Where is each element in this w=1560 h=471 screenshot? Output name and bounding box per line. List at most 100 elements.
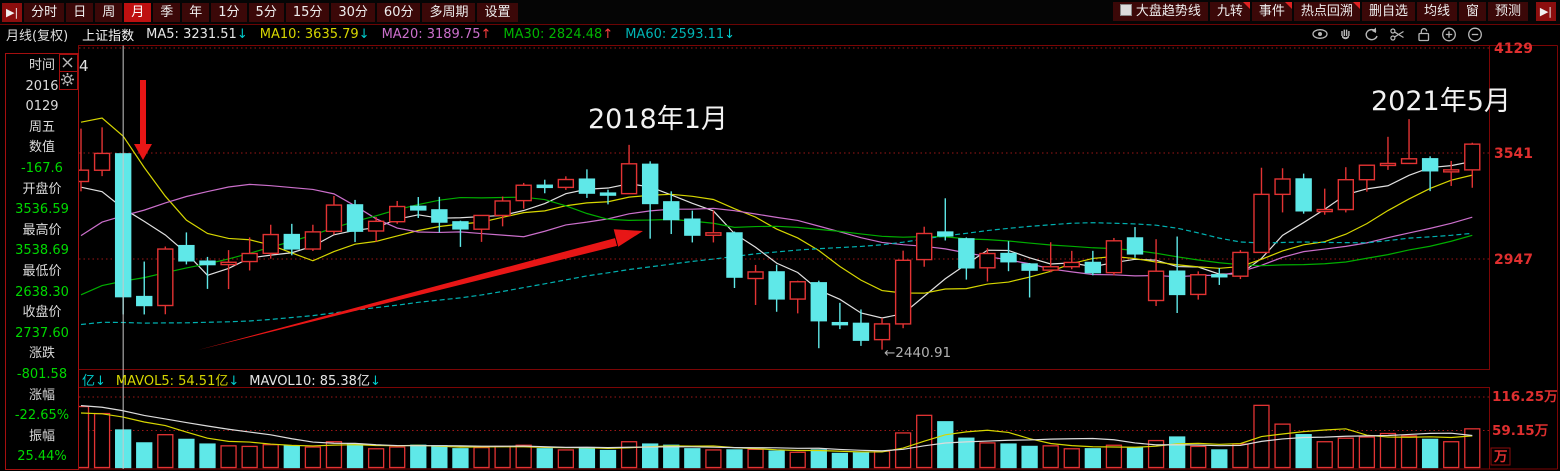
candle-2019-11[interactable]: [1084, 250, 1102, 276]
volbar-2021-01[interactable]: [1379, 432, 1397, 469]
candle-2016-05[interactable]: [199, 256, 216, 289]
volbar-2017-12[interactable]: [599, 449, 617, 469]
candle-2020-04[interactable]: [1190, 271, 1207, 300]
candle-2018-11[interactable]: [831, 302, 849, 330]
candle-2017-03[interactable]: [410, 197, 427, 218]
volbar-2019-08[interactable]: [1021, 445, 1038, 469]
undo-icon[interactable]: [1363, 27, 1380, 42]
candle-2020-12[interactable]: [1358, 164, 1376, 192]
toolbar-tool-均线[interactable]: 均线: [1416, 2, 1457, 21]
candle-2017-06[interactable]: [473, 214, 490, 242]
volbar-2017-03[interactable]: [410, 444, 427, 469]
toolbar-period-60分[interactable]: 60分: [376, 2, 421, 22]
volbar-2019-04[interactable]: [937, 421, 954, 469]
candle-2018-04[interactable]: [684, 210, 701, 243]
volbar-2018-03[interactable]: [663, 444, 680, 469]
volbar-2016-11[interactable]: [325, 441, 343, 469]
candle-2019-06[interactable]: [979, 248, 996, 282]
candle-2020-08[interactable]: [1274, 168, 1291, 213]
volbar-2017-04[interactable]: [431, 445, 448, 469]
toolbar-period-5分[interactable]: 5分: [248, 2, 284, 22]
candle-2020-07[interactable]: [1253, 167, 1270, 254]
volbar-2017-10[interactable]: [557, 449, 574, 469]
volbar-2017-02[interactable]: [389, 446, 406, 469]
candle-2019-04[interactable]: [937, 198, 954, 241]
candle-2017-08[interactable]: [515, 182, 532, 209]
candle-2017-11[interactable]: [578, 169, 596, 198]
volbar-2016-09[interactable]: [283, 445, 300, 469]
candle-2018-02[interactable]: [641, 161, 659, 239]
candle-2020-06[interactable]: [1232, 250, 1249, 280]
volbar-2021-04[interactable]: [1443, 441, 1460, 469]
candle-2020-10[interactable]: [1316, 188, 1333, 215]
candle-2021-01[interactable]: [1379, 136, 1397, 170]
candle-2021-05[interactable]: [1464, 142, 1481, 188]
zoom-out-icon[interactable]: [1467, 27, 1484, 42]
volbar-2017-07[interactable]: [494, 445, 511, 469]
candle-2018-07[interactable]: [747, 264, 764, 305]
volbar-2019-07[interactable]: [1000, 443, 1017, 469]
toolbar-period-多周期[interactable]: 多周期: [422, 2, 476, 22]
toolbar-tool-热点回溯[interactable]: 热点回溯: [1293, 2, 1360, 21]
candle-2020-02[interactable]: [1147, 239, 1165, 307]
toolbar-tool-删自选[interactable]: 删自选: [1361, 2, 1415, 21]
volbar-2016-05[interactable]: [199, 443, 216, 469]
collapse-right-icon[interactable]: ▶|: [1535, 2, 1556, 21]
volbar-2018-08[interactable]: [768, 450, 785, 469]
volbar-2019-10[interactable]: [1063, 448, 1080, 469]
volbar-2016-04[interactable]: [178, 438, 195, 469]
volbar-2019-01[interactable]: [873, 450, 891, 469]
volbar-2016-08[interactable]: [262, 444, 279, 469]
candle-2017-05[interactable]: [452, 220, 469, 247]
toolbar-period-日[interactable]: 日: [66, 2, 94, 22]
toolbar-tool-窗[interactable]: 窗: [1458, 2, 1486, 21]
volbar-2020-06[interactable]: [1232, 443, 1249, 469]
candle-2016-08[interactable]: [262, 224, 279, 259]
volbar-2020-12[interactable]: [1358, 436, 1376, 469]
candle-2019-05[interactable]: [958, 237, 975, 280]
volbar-2020-08[interactable]: [1274, 423, 1291, 469]
checkbox-icon[interactable]: [1119, 4, 1132, 16]
candle-2019-07[interactable]: [1000, 241, 1017, 272]
candle-2018-09[interactable]: [789, 280, 806, 314]
volbar-2020-01[interactable]: [1126, 446, 1144, 469]
volbar-2016-02[interactable]: [136, 442, 153, 469]
volbar-2018-01[interactable]: [620, 441, 638, 469]
candle-2016-07[interactable]: [241, 237, 258, 271]
volbar-2020-04[interactable]: [1190, 445, 1207, 469]
volbar-2017-06[interactable]: [473, 446, 490, 469]
toolbar-tool-预测[interactable]: 预测: [1487, 2, 1528, 21]
volbar-2021-02[interactable]: [1400, 435, 1418, 469]
toolbar-period-季[interactable]: 季: [153, 2, 181, 22]
volbar-2018-11[interactable]: [831, 452, 849, 469]
candle-2016-11[interactable]: [325, 195, 343, 235]
candle-2021-03[interactable]: [1421, 156, 1439, 192]
candle-2016-09[interactable]: [283, 223, 300, 256]
candle-2017-10[interactable]: [557, 176, 575, 190]
toolbar-tool-九转[interactable]: 九转: [1209, 2, 1250, 21]
volbar-2018-12[interactable]: [852, 452, 870, 469]
volbar-2017-09[interactable]: [536, 448, 553, 469]
volbar-2020-11[interactable]: [1337, 437, 1354, 469]
candle-2017-04[interactable]: [431, 196, 448, 233]
candle-2016-12[interactable]: [346, 199, 364, 243]
candle-2016-06[interactable]: [220, 250, 237, 290]
candle-2020-05[interactable]: [1211, 267, 1228, 285]
volbar-2016-12[interactable]: [346, 443, 364, 469]
candle-2020-09[interactable]: [1295, 173, 1312, 214]
candle-2017-02[interactable]: [389, 200, 406, 224]
volbar-2021-05[interactable]: [1464, 428, 1481, 469]
candle-2021-04[interactable]: [1442, 160, 1460, 186]
toolbar-period-年[interactable]: 年: [182, 2, 210, 22]
toolbar-period-月[interactable]: 月: [124, 2, 152, 22]
volbar-2017-01[interactable]: [367, 448, 385, 469]
toolbar-period-设置[interactable]: 设置: [477, 2, 518, 22]
volbar-2019-11[interactable]: [1084, 448, 1101, 469]
volbar-2021-03[interactable]: [1421, 438, 1439, 469]
volbar-2019-09[interactable]: [1042, 445, 1059, 469]
volbar-2020-02[interactable]: [1147, 439, 1165, 469]
volbar-2016-06[interactable]: [220, 445, 237, 469]
volbar-2017-11[interactable]: [578, 446, 596, 469]
candle-2018-10[interactable]: [810, 280, 827, 349]
volbar-2016-10[interactable]: [304, 446, 322, 469]
